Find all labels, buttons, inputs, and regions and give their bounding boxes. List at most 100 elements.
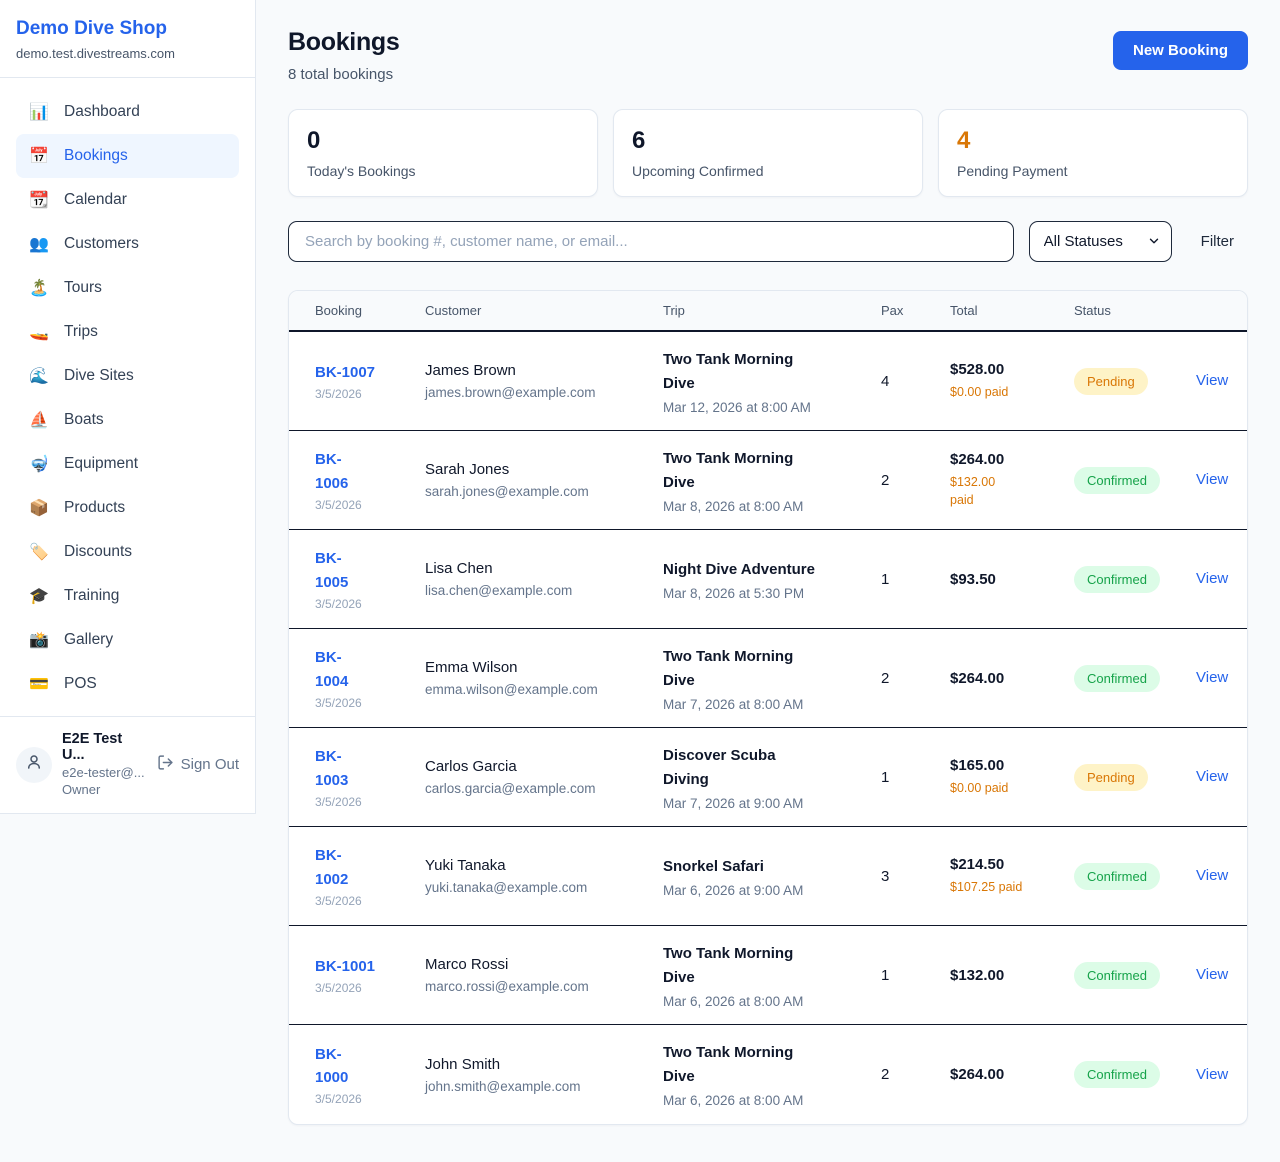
booking-id-link[interactable]: BK-1006: [315, 451, 349, 492]
total-cell: $264.00 $132.00 paid: [950, 451, 1074, 509]
status-cell: Confirmed: [1074, 1061, 1196, 1088]
booking-id-link[interactable]: BK-1000: [315, 1045, 349, 1086]
paid-amount: $132.00 paid: [950, 474, 996, 507]
view-link[interactable]: View: [1196, 570, 1229, 587]
pax-count: 2: [881, 471, 890, 489]
sign-out-label: Sign Out: [180, 756, 239, 774]
discounts-icon: 🏷️: [29, 544, 49, 561]
user-block: E2E Test U... e2e-tester@... Owner Sign …: [0, 716, 255, 813]
stat-label: Today's Bookings: [307, 163, 416, 179]
sidebar-item-products[interactable]: 📦 Products: [16, 486, 239, 530]
sidebar-item-label: Discounts: [64, 543, 133, 560]
sidebar-item-calendar[interactable]: 📆 Calendar: [16, 178, 239, 222]
sidebar-item-discounts[interactable]: 🏷️ Discounts: [16, 530, 239, 574]
trip-cell: Discover Scuba Diving Mar 7, 2026 at 9:0…: [663, 744, 881, 811]
view-cell: View: [1196, 372, 1231, 390]
trip-datetime: Mar 6, 2026 at 8:00 AM: [663, 1093, 804, 1108]
booking-date: 3/5/2026: [315, 794, 362, 809]
status-cell: Confirmed: [1074, 862, 1196, 890]
view-link[interactable]: View: [1196, 867, 1229, 884]
sidebar-item-customers[interactable]: 👥 Customers: [16, 222, 239, 266]
sidebar-item-label: Dashboard: [64, 103, 140, 120]
search-input[interactable]: [288, 221, 1014, 262]
booking-id-link[interactable]: BK-1002: [315, 847, 349, 888]
customer-cell: John Smith john.smith@example.com: [425, 1056, 663, 1094]
customer-name: Emma Wilson: [425, 659, 518, 676]
booking-cell: BK-1002 3/5/2026: [315, 844, 425, 908]
status-cell: Confirmed: [1074, 565, 1196, 593]
training-icon: 🎓: [29, 588, 49, 605]
status-filter-select[interactable]: All Statuses: [1028, 221, 1172, 262]
trip-name: Two Tank Morning Dive: [663, 350, 794, 392]
new-booking-button[interactable]: New Booking: [1112, 31, 1248, 70]
sidebar-item-equipment[interactable]: 🤿 Equipment: [16, 442, 239, 486]
trip-datetime: Mar 7, 2026 at 9:00 AM: [663, 795, 804, 811]
status-badge: Confirmed: [1074, 961, 1160, 989]
view-link[interactable]: View: [1196, 372, 1229, 389]
stat-card-pending-payment: 4 Pending Payment: [938, 109, 1248, 197]
trip-datetime: Mar 7, 2026 at 8:00 AM: [663, 696, 804, 712]
column-header-booking: Booking: [315, 303, 362, 318]
view-link[interactable]: View: [1196, 966, 1229, 983]
sidebar-item-label: Dive Sites: [64, 367, 134, 384]
sidebar-item-boats[interactable]: ⛵ Boats: [16, 398, 239, 442]
total-cell: $214.50 $107.25 paid: [950, 856, 1074, 896]
booking-date: 3/5/2026: [315, 1092, 362, 1107]
view-link[interactable]: View: [1196, 1065, 1229, 1083]
sidebar-item-training[interactable]: 🎓 Training: [16, 574, 239, 618]
sidebar-item-trips[interactable]: 🚤 Trips: [16, 310, 239, 354]
sign-out-button[interactable]: Sign Out: [157, 754, 239, 775]
trip-datetime: Mar 6, 2026 at 9:00 AM: [663, 882, 804, 898]
trip-datetime: Mar 12, 2026 at 8:00 AM: [663, 399, 811, 415]
total-amount: $214.50: [950, 855, 1005, 873]
total-amount: $264.00: [950, 1066, 1005, 1083]
sidebar-item-label: Bookings: [64, 147, 128, 164]
booking-id-link[interactable]: BK-1004: [315, 649, 349, 690]
total-cell: $528.00 $0.00 paid: [950, 361, 1074, 401]
status-badge: Pending: [1074, 763, 1148, 791]
column-header-trip: Trip: [663, 303, 685, 318]
sidebar-item-gallery[interactable]: 📸 Gallery: [16, 618, 239, 662]
stat-card-todays-bookings: 0 Today's Bookings: [288, 109, 598, 197]
view-link[interactable]: View: [1196, 768, 1229, 785]
table-row: BK-1006 3/5/2026 Sarah Jones sarah.jones…: [289, 431, 1247, 530]
total-amount: $264.00: [950, 669, 1005, 687]
status-cell: Confirmed: [1074, 961, 1196, 989]
trip-cell: Two Tank Morning Dive Mar 6, 2026 at 8:0…: [663, 942, 881, 1009]
booking-cell: BK-1004 3/5/2026: [315, 646, 425, 710]
sidebar-item-pos[interactable]: 💳 POS: [16, 662, 239, 706]
customer-email: emma.wilson@example.com: [425, 682, 598, 697]
trip-datetime: Mar 8, 2026 at 5:30 PM: [663, 585, 805, 601]
booking-id-link[interactable]: BK-1005: [315, 550, 349, 591]
booking-id-link[interactable]: BK-1001: [315, 957, 376, 975]
sidebar-item-dashboard[interactable]: 📊 Dashboard: [16, 90, 239, 134]
view-cell: View: [1196, 471, 1231, 489]
total-cell: $132.00: [950, 967, 1074, 984]
customer-cell: Marco Rossi marco.rossi@example.com: [425, 956, 663, 994]
avatar: [16, 746, 52, 783]
sidebar-item-label: Customers: [64, 235, 139, 252]
sidebar-item-dive-sites[interactable]: 🌊 Dive Sites: [16, 354, 239, 398]
trip-name: Two Tank Morning Dive: [663, 449, 794, 491]
booking-id-link[interactable]: BK-1007: [315, 363, 376, 381]
customer-email: yuki.tanaka@example.com: [425, 880, 588, 895]
sidebar-item-bookings[interactable]: 📅 Bookings: [16, 134, 239, 178]
customer-cell: Carlos Garcia carlos.garcia@example.com: [425, 758, 663, 796]
booking-date: 3/5/2026: [315, 387, 362, 402]
filter-button[interactable]: Filter: [1200, 233, 1234, 250]
table-row: BK-1002 3/5/2026 Yuki Tanaka yuki.tanaka…: [289, 827, 1247, 926]
total-cell: $264.00: [950, 670, 1074, 687]
trip-datetime: Mar 8, 2026 at 8:00 AM: [663, 498, 804, 514]
column-header-status: Status: [1074, 303, 1111, 318]
total-amount: $528.00: [950, 360, 1005, 378]
booking-id-link[interactable]: BK-1003: [315, 748, 349, 789]
sidebar-item-label: Calendar: [64, 191, 127, 208]
view-link[interactable]: View: [1196, 471, 1229, 488]
view-link[interactable]: View: [1196, 669, 1229, 686]
dashboard-icon: 📊: [29, 104, 49, 121]
customers-icon: 👥: [29, 236, 49, 253]
sidebar-item-tours[interactable]: 🏝️ Tours: [16, 266, 239, 310]
customer-cell: James Brown james.brown@example.com: [425, 362, 663, 400]
paid-amount: $0.00 paid: [950, 780, 1009, 795]
total-cell: $93.50: [950, 571, 1074, 588]
